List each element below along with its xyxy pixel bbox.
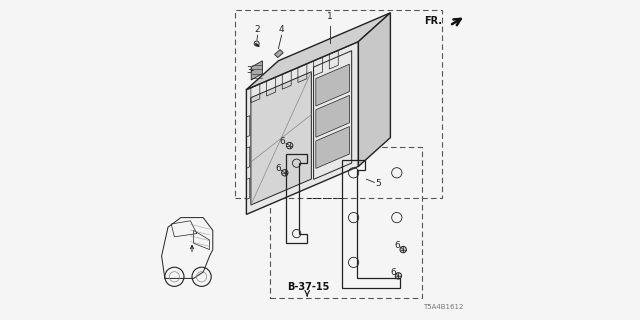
Polygon shape bbox=[275, 50, 283, 58]
Text: FR.: FR. bbox=[424, 16, 443, 26]
Polygon shape bbox=[358, 13, 390, 166]
Text: 3: 3 bbox=[246, 66, 252, 75]
Text: 6: 6 bbox=[390, 268, 396, 277]
Circle shape bbox=[396, 273, 402, 279]
Text: 6: 6 bbox=[280, 137, 285, 146]
Text: 6: 6 bbox=[275, 164, 280, 173]
Text: 4: 4 bbox=[279, 25, 284, 34]
Circle shape bbox=[282, 170, 288, 176]
Text: B-37-15: B-37-15 bbox=[287, 282, 330, 292]
Circle shape bbox=[254, 41, 259, 46]
Polygon shape bbox=[251, 72, 312, 205]
Circle shape bbox=[400, 246, 406, 253]
Text: 5: 5 bbox=[375, 179, 381, 188]
Polygon shape bbox=[316, 64, 349, 106]
Polygon shape bbox=[251, 61, 262, 80]
Polygon shape bbox=[246, 13, 390, 90]
Text: T5A4B1612: T5A4B1612 bbox=[423, 304, 463, 310]
Polygon shape bbox=[316, 127, 349, 168]
Text: 1: 1 bbox=[327, 12, 332, 21]
Circle shape bbox=[287, 142, 293, 149]
Polygon shape bbox=[246, 42, 358, 214]
Text: 6: 6 bbox=[395, 241, 400, 250]
Text: 2: 2 bbox=[255, 25, 260, 34]
Polygon shape bbox=[316, 95, 349, 137]
